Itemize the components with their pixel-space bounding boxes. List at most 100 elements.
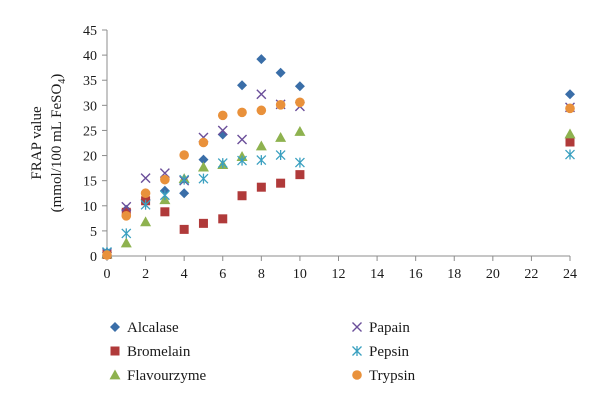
x-tick-label: 20	[486, 267, 500, 282]
data-point-trypsin	[102, 250, 112, 260]
data-point-alcalase	[198, 154, 209, 165]
legend-item-trypsin: Trypsin	[352, 368, 416, 384]
legend-label-papain: Papain	[369, 320, 410, 336]
data-point-trypsin	[295, 97, 305, 108]
data-point-alcalase	[256, 54, 267, 65]
data-point-alcalase	[179, 188, 190, 199]
y-tick-label: 40	[83, 49, 97, 64]
x-tick-label: 10	[293, 267, 307, 282]
y-tick-label: 0	[90, 250, 97, 265]
data-point-alcalase	[565, 89, 575, 100]
legend-label-trypsin: Trypsin	[369, 368, 416, 384]
legend-marker-alcalase	[110, 322, 120, 332]
data-point-flavourzyme	[275, 131, 287, 142]
series-flavourzyme	[101, 125, 576, 259]
data-point-pepsin	[237, 155, 248, 166]
data-point-bromelain	[179, 224, 189, 234]
data-point-flavourzyme	[564, 128, 576, 139]
x-tick-label: 22	[524, 267, 538, 282]
data-point-alcalase	[237, 80, 248, 91]
x-tick-label: 0	[104, 267, 111, 282]
legend-item-papain: Papain	[352, 320, 410, 336]
data-point-trypsin	[198, 137, 209, 148]
data-point-pepsin	[140, 199, 151, 210]
legend-marker-papain	[352, 322, 362, 332]
data-point-flavourzyme	[140, 216, 152, 227]
x-tick-label: 12	[332, 267, 346, 282]
data-point-papain	[140, 173, 151, 184]
x-tick-label: 14	[370, 267, 384, 282]
data-point-papain	[121, 201, 132, 212]
data-point-bromelain	[218, 214, 228, 224]
y-axis-label-line1: FRAP value	[29, 106, 45, 180]
y-tick-label: 30	[83, 99, 97, 114]
legend-marker-pepsin	[352, 346, 362, 356]
data-point-trypsin	[256, 105, 267, 116]
data-point-bromelain	[295, 170, 305, 180]
data-point-papain	[237, 134, 248, 145]
legend-marker-trypsin	[352, 370, 362, 380]
y-tick-label: 5	[90, 225, 97, 240]
data-point-trypsin	[275, 100, 286, 110]
y-tick-labels: 0 5 10 15 20 25 30 35 40 45	[83, 24, 107, 265]
y-axis-label: FRAP value (mmol/100 mL FeSO4)	[29, 74, 68, 213]
data-point-flavourzyme	[120, 237, 132, 248]
data-point-pepsin	[159, 190, 170, 201]
series-pepsin	[102, 149, 575, 257]
data-point-pepsin	[121, 228, 132, 239]
series-papain	[102, 89, 575, 258]
data-point-bromelain	[256, 182, 266, 192]
data-point-bromelain	[237, 191, 247, 201]
series-bromelain	[102, 137, 575, 259]
y-axis-label-line2-prefix: (mmol/100 mL FeSO	[49, 84, 65, 213]
data-point-bromelain	[160, 207, 170, 217]
legend-item-flavourzyme: Flavourzyme	[109, 368, 206, 384]
data-point-trypsin	[140, 188, 151, 199]
legend-marker-flavourzyme	[109, 369, 121, 380]
series-alcalase	[102, 54, 575, 258]
data-point-bromelain	[565, 137, 575, 147]
x-tick-label: 8	[258, 267, 265, 282]
x-tick-label: 4	[181, 267, 188, 282]
y-tick-label: 10	[83, 200, 97, 215]
y-axis-label-line2-suffix: )	[49, 74, 65, 79]
data-point-pepsin	[565, 149, 575, 160]
legend-item-bromelain: Bromelain	[110, 344, 191, 360]
data-point-alcalase	[294, 81, 305, 92]
data-point-pepsin	[275, 150, 286, 161]
legend-label-flavourzyme: Flavourzyme	[127, 368, 206, 384]
legend-item-pepsin: Pepsin	[352, 344, 410, 360]
x-tick-label: 6	[219, 267, 226, 282]
x-tick-label: 18	[447, 267, 461, 282]
data-point-flavourzyme	[294, 125, 306, 136]
data-point-trypsin	[160, 174, 170, 185]
data-point-alcalase	[275, 67, 286, 78]
series-trypsin	[102, 97, 575, 260]
legend-marker-bromelain	[110, 346, 120, 356]
x-tick-label: 16	[409, 267, 423, 282]
data-point-pepsin	[198, 173, 209, 184]
data-point-pepsin	[179, 174, 190, 185]
data-points	[101, 54, 576, 260]
x-tick-label: 2	[142, 267, 149, 282]
y-tick-label: 15	[83, 175, 97, 190]
axes	[106, 30, 570, 257]
data-point-bromelain	[276, 178, 286, 188]
data-point-bromelain	[198, 218, 208, 228]
data-point-trypsin	[121, 211, 132, 221]
y-axis-label-line2: (mmol/100 mL FeSO4)	[49, 74, 68, 213]
data-point-papain	[217, 125, 228, 136]
y-tick-label: 25	[83, 124, 97, 139]
data-point-pepsin	[256, 155, 267, 166]
y-tick-label: 20	[83, 150, 97, 165]
y-axis-label-line2-sub: 4	[57, 79, 68, 84]
legend-label-alcalase: Alcalase	[127, 320, 179, 336]
legend-item-alcalase: Alcalase	[110, 320, 179, 336]
data-point-trypsin	[179, 150, 189, 160]
data-point-flavourzyme	[255, 140, 267, 151]
data-point-trypsin	[237, 107, 247, 118]
data-point-trypsin	[217, 110, 228, 121]
data-point-papain	[256, 89, 267, 100]
data-point-pepsin	[294, 157, 305, 168]
